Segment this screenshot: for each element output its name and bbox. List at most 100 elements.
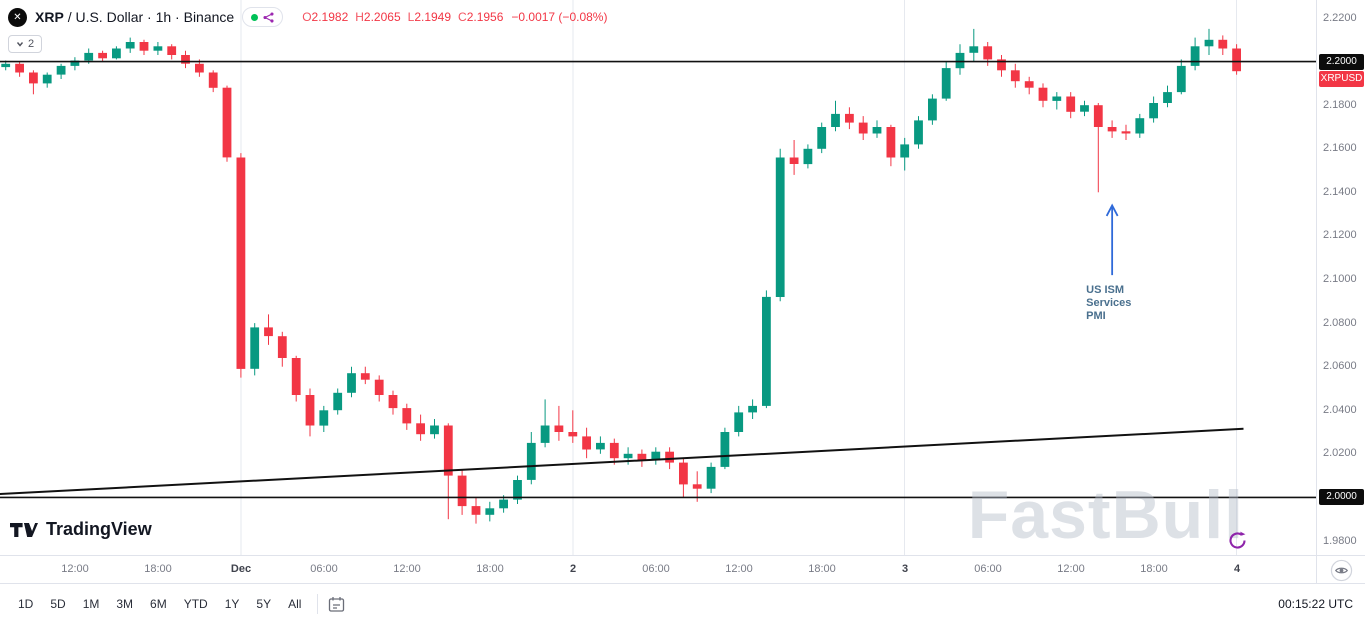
- candle-body[interactable]: [457, 475, 467, 507]
- candle-body[interactable]: [914, 120, 923, 145]
- candle-body[interactable]: [637, 453, 647, 461]
- candle-body[interactable]: [1107, 127, 1117, 132]
- candle-body[interactable]: [900, 144, 910, 158]
- candle-body[interactable]: [305, 395, 315, 426]
- candle-body[interactable]: [582, 436, 591, 450]
- candle-body[interactable]: [554, 425, 564, 433]
- candle-body[interactable]: [969, 46, 979, 53]
- candle-body[interactable]: [651, 451, 661, 461]
- candle-body[interactable]: [679, 462, 688, 485]
- candle-body[interactable]: [845, 113, 854, 123]
- candle-body[interactable]: [955, 52, 965, 69]
- chart-plot-area[interactable]: FastBull US ISM Services PMI TradingView ✕…: [0, 0, 1316, 555]
- candle-body[interactable]: [1066, 96, 1076, 112]
- candle-body[interactable]: [928, 98, 937, 121]
- candle-body[interactable]: [872, 127, 882, 134]
- candle-body[interactable]: [817, 127, 827, 149]
- candle-body[interactable]: [1149, 103, 1158, 119]
- market-status-pill[interactable]: [242, 7, 284, 27]
- candle-body[interactable]: [499, 499, 508, 509]
- candle-body[interactable]: [430, 425, 439, 435]
- candle-body[interactable]: [1135, 118, 1145, 134]
- candle-body[interactable]: [250, 327, 260, 369]
- indicators-collapse-button[interactable]: 2: [8, 35, 43, 53]
- candle-body[interactable]: [347, 373, 356, 393]
- range-button-all[interactable]: All: [288, 597, 302, 611]
- candle-body[interactable]: [513, 480, 522, 500]
- candle-body[interactable]: [195, 63, 204, 73]
- candle-body[interactable]: [277, 336, 287, 358]
- candle-body[interactable]: [388, 395, 398, 409]
- range-button-1d[interactable]: 1D: [18, 597, 34, 611]
- candle-body[interactable]: [886, 127, 896, 158]
- candle-body[interactable]: [1204, 39, 1214, 47]
- candle-body[interactable]: [941, 68, 951, 99]
- time-axis[interactable]: 12:00 18:00 Dec 06:00 12:00 18:00 2 06:00 12:00 1…: [0, 555, 1316, 584]
- candle-body[interactable]: [264, 327, 273, 337]
- candle-body[interactable]: [540, 425, 550, 443]
- candle-body[interactable]: [609, 442, 619, 459]
- candle-body[interactable]: [789, 157, 799, 165]
- candle-body[interactable]: [153, 46, 163, 51]
- candle-body[interactable]: [208, 72, 218, 88]
- candle-body[interactable]: [167, 46, 177, 55]
- range-button-5y[interactable]: 5Y: [256, 597, 272, 611]
- candle-body[interactable]: [1176, 65, 1186, 93]
- candle-body[interactable]: [222, 87, 232, 158]
- candle-body[interactable]: [29, 72, 38, 84]
- range-button-6m[interactable]: 6M: [150, 597, 167, 611]
- candle-body[interactable]: [1093, 105, 1103, 127]
- candle-body[interactable]: [1218, 39, 1228, 49]
- candle-body[interactable]: [485, 508, 495, 515]
- candle-body[interactable]: [236, 157, 246, 369]
- candle-body[interactable]: [983, 46, 993, 60]
- candle-body[interactable]: [84, 52, 94, 61]
- trendline[interactable]: [0, 427, 1244, 496]
- candlestick-chart[interactable]: [0, 0, 1316, 555]
- candle-body[interactable]: [70, 60, 80, 66]
- candle-body[interactable]: [526, 442, 536, 480]
- candle-body[interactable]: [471, 506, 481, 515]
- candle-body[interactable]: [181, 55, 190, 64]
- candle-body[interactable]: [1163, 92, 1172, 103]
- candle-body[interactable]: [1024, 81, 1034, 88]
- range-button-1y[interactable]: 1Y: [224, 597, 240, 611]
- eye-icon[interactable]: [1330, 559, 1353, 582]
- candle-body[interactable]: [319, 410, 329, 426]
- tradingview-attribution[interactable]: TradingView: [10, 519, 152, 540]
- candle-body[interactable]: [98, 52, 107, 59]
- candle-body[interactable]: [1190, 46, 1200, 66]
- candle-body[interactable]: [1121, 131, 1131, 134]
- candle-body[interactable]: [803, 148, 813, 165]
- candle-body[interactable]: [1080, 105, 1089, 112]
- candle-body[interactable]: [56, 65, 66, 75]
- candle-body[interactable]: [1010, 70, 1020, 82]
- candle-body[interactable]: [139, 42, 149, 51]
- candle-body[interactable]: [416, 423, 425, 435]
- candle-body[interactable]: [1, 63, 11, 68]
- candle-body[interactable]: [1232, 48, 1241, 72]
- range-button-ytd[interactable]: YTD: [183, 597, 208, 611]
- candle-body[interactable]: [720, 432, 730, 467]
- candle-body[interactable]: [42, 74, 52, 84]
- candle-body[interactable]: [360, 373, 370, 380]
- candle-body[interactable]: [775, 157, 785, 298]
- candle-body[interactable]: [112, 48, 121, 59]
- candle-body[interactable]: [858, 122, 868, 134]
- candle-body[interactable]: [374, 379, 384, 395]
- candle-body[interactable]: [125, 42, 135, 49]
- range-button-3m[interactable]: 3M: [116, 597, 134, 611]
- candle-body[interactable]: [596, 442, 605, 450]
- symbol-title[interactable]: XRP / U.S. Dollar · 1h · Binance: [35, 9, 235, 25]
- candle-body[interactable]: [692, 484, 702, 489]
- range-button-5d[interactable]: 5D: [50, 597, 66, 611]
- candle-body[interactable]: [623, 453, 633, 459]
- candle-body[interactable]: [748, 405, 757, 413]
- candle-body[interactable]: [443, 425, 453, 476]
- candle-body[interactable]: [333, 392, 343, 411]
- candle-body[interactable]: [665, 451, 674, 463]
- candle-body[interactable]: [402, 408, 412, 424]
- candle-body[interactable]: [568, 432, 578, 437]
- candle-body[interactable]: [1052, 96, 1062, 101]
- candle-body[interactable]: [1038, 87, 1048, 101]
